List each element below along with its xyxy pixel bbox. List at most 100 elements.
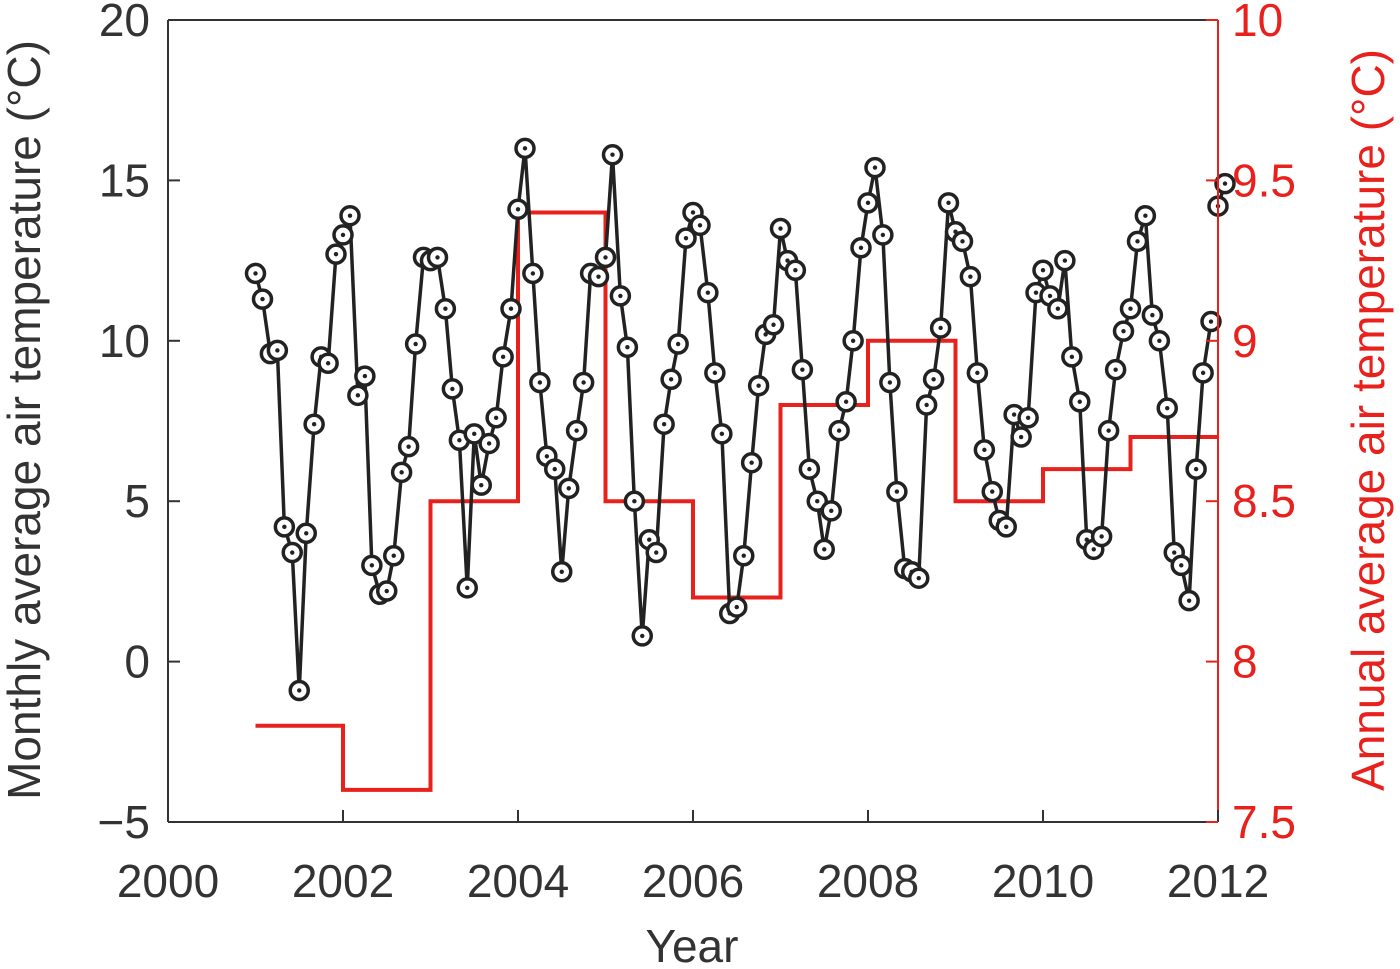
monthly-point-center [785, 258, 790, 263]
monthly-point-center [1157, 338, 1162, 343]
monthly-point-center [297, 688, 302, 693]
monthly-point-center [1222, 181, 1228, 186]
monthly-point-center [1099, 534, 1104, 539]
monthly-point-center [1128, 306, 1133, 311]
monthly-point-center [1004, 524, 1009, 530]
left-tick-label: 10 [99, 315, 150, 367]
monthly-point-center [749, 460, 754, 465]
monthly-point-center [880, 232, 886, 238]
monthly-point-center [1025, 415, 1031, 420]
monthly-point-center [690, 210, 696, 215]
monthly-point-center [362, 373, 368, 379]
left-tick-label: 0 [124, 636, 150, 688]
monthly-point-center [1200, 370, 1206, 376]
monthly-point-center [763, 332, 768, 337]
monthly-point-center [697, 223, 703, 228]
monthly-point-center [515, 207, 521, 212]
monthly-point-center [675, 341, 681, 347]
monthly-point-center [632, 499, 637, 504]
monthly-point-center [793, 268, 798, 273]
monthly-point-center [836, 428, 842, 433]
monthly-point-center [946, 200, 951, 206]
monthly-point-center [311, 422, 317, 427]
monthly-point-center [340, 232, 346, 238]
monthly-point-center [435, 255, 440, 260]
monthly-point-center [668, 377, 674, 382]
monthly-point-center [872, 165, 878, 170]
monthly-point-center [968, 274, 973, 279]
monthly-point-center [1193, 466, 1199, 472]
monthly-point-center [800, 367, 805, 372]
monthly-point-center [486, 441, 492, 446]
left-tick-label: 20 [99, 0, 150, 46]
monthly-point-center [850, 338, 856, 343]
monthly-point-center [290, 550, 295, 555]
right-tick-label: 8.5 [1232, 475, 1296, 527]
monthly-point-center [347, 213, 353, 218]
monthly-point-center [369, 563, 375, 568]
monthly-point-center [807, 466, 812, 472]
monthly-point-center [522, 146, 528, 151]
monthly-series-layer [244, 137, 1236, 702]
monthly-point-center [552, 466, 557, 472]
x-tick-label: 2004 [467, 855, 569, 907]
monthly-point-center [982, 447, 987, 453]
monthly-point-center [683, 235, 689, 241]
monthly-point-center [916, 575, 921, 581]
monthly-point-center [566, 486, 571, 491]
x-tick-label: 2008 [817, 855, 919, 907]
monthly-point-center [858, 245, 864, 250]
right-tick-label: 7.5 [1232, 796, 1296, 848]
monthly-point-center [581, 380, 586, 385]
monthly-point-center [1135, 239, 1140, 244]
monthly-point-center [355, 393, 361, 398]
monthly-point-center [734, 604, 739, 610]
monthly-point-center [1047, 293, 1053, 299]
x-tick-label: 2006 [642, 855, 744, 907]
monthly-point-center [1091, 547, 1096, 552]
monthly-point-center [1113, 367, 1118, 372]
monthly-point-center [1179, 563, 1184, 568]
monthly-point-center [1150, 312, 1155, 318]
monthly-point-center [610, 152, 615, 157]
monthly-point-center [333, 251, 339, 257]
x-tick-label: 2012 [1167, 855, 1269, 907]
monthly-point-center [1040, 268, 1046, 273]
monthly-point-center [413, 341, 418, 347]
monthly-point-center [924, 402, 929, 408]
monthly-point-center [406, 444, 411, 449]
monthly-point-center [508, 306, 514, 311]
monthly-point-center [1106, 428, 1111, 433]
monthly-point-center [479, 482, 484, 488]
monthly-point-center [325, 361, 331, 366]
right-tick-label: 8 [1232, 636, 1258, 688]
monthly-point-center [1062, 258, 1068, 263]
monthly-point-center [1186, 598, 1192, 603]
monthly-point-center [654, 550, 659, 555]
monthly-point-center [544, 454, 550, 459]
monthly-point-center [829, 508, 834, 514]
left-tick-label: −5 [98, 796, 150, 848]
monthly-point-center [894, 489, 900, 494]
monthly-point-center [457, 438, 462, 443]
monthly-point-center [1055, 306, 1061, 311]
x-tick-label: 2010 [992, 855, 1094, 907]
monthly-point-center [1011, 412, 1017, 417]
monthly-point-center [472, 431, 477, 437]
monthly-point-center [1121, 328, 1126, 334]
x-axis-title: Year [646, 920, 739, 969]
monthly-point-center [1033, 290, 1039, 295]
monthly-point-center [493, 415, 499, 420]
monthly-point-center [815, 499, 820, 504]
monthly-point-center [1165, 405, 1170, 411]
monthly-point-center [559, 569, 564, 574]
monthly-point-center [1143, 213, 1148, 218]
monthly-point-center [712, 370, 718, 376]
monthly-point-center [1077, 399, 1082, 404]
monthly-point-center [771, 322, 776, 327]
right-tick-label: 10 [1232, 0, 1283, 46]
monthly-point-center [938, 325, 943, 331]
monthly-point-center [465, 585, 470, 591]
x-tick-label: 2000 [117, 855, 219, 907]
